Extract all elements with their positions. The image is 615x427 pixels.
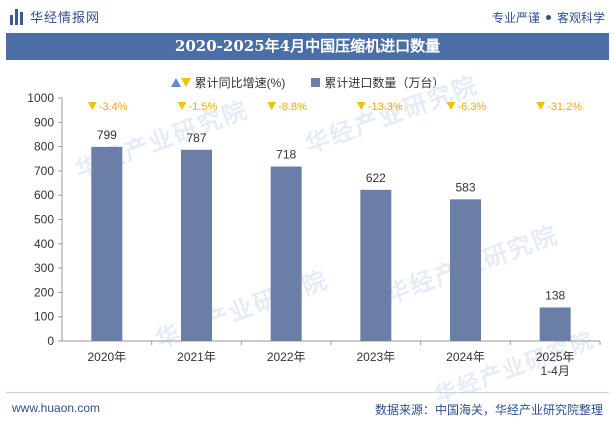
growth-label: -1.5% bbox=[189, 101, 218, 113]
growth-label: -8.8% bbox=[278, 101, 307, 113]
x-tick-label: 1-4月 bbox=[540, 364, 569, 378]
footer-site[interactable]: www.huaon.com bbox=[12, 401, 101, 415]
bar-value-label: 718 bbox=[276, 148, 296, 162]
legend-label-quantity: 累计进口数量（万台） bbox=[324, 76, 445, 90]
y-tick-label: 300 bbox=[34, 261, 54, 275]
growth-marker-icon bbox=[536, 102, 546, 110]
legend-item-quantity: 累计进口数量（万台） bbox=[311, 74, 444, 91]
x-tick-label: 2022年 bbox=[267, 350, 306, 364]
x-tick-label: 2023年 bbox=[356, 350, 395, 364]
bar-chart: 0 100 200 300 400 500 600 700 800 900 1000 799 2020年… bbox=[27, 91, 601, 378]
y-tick-label: 600 bbox=[34, 188, 54, 202]
bar bbox=[450, 199, 481, 341]
footer-source: 数据来源：中国海关，华经产业研究院整理 bbox=[374, 403, 603, 417]
legend-label-growth: 累计同比增速(%) bbox=[194, 76, 286, 90]
bar bbox=[360, 189, 392, 341]
growth-marker-icon bbox=[267, 102, 277, 110]
brand: 华经情报网 bbox=[10, 7, 100, 26]
x-tick-label: 2021年 bbox=[177, 350, 216, 364]
tagline-right: 客观科学 bbox=[556, 11, 605, 25]
top-bar: 华经情报网 专业严谨 客观科学 bbox=[0, 0, 615, 32]
y-tick-label: 900 bbox=[34, 115, 54, 129]
bar bbox=[270, 166, 302, 341]
growth-marker-icon bbox=[356, 102, 366, 110]
bar-value-label: 799 bbox=[97, 128, 117, 142]
bar bbox=[91, 146, 123, 341]
bar bbox=[181, 149, 212, 341]
bar-value-label: 138 bbox=[545, 288, 565, 302]
square-marker-icon bbox=[311, 78, 321, 87]
legend-item-growth: 累计同比增速(%) bbox=[170, 74, 286, 91]
bar bbox=[539, 307, 571, 341]
bar-value-label: 583 bbox=[455, 180, 475, 194]
y-tick-label: 1000 bbox=[27, 91, 54, 105]
chart-title: 2020-2025年4月中国压缩机进口数量 bbox=[6, 33, 609, 60]
y-tick-label: 400 bbox=[34, 237, 54, 251]
brand-logo-icon bbox=[10, 8, 24, 25]
growth-marker-icon bbox=[446, 102, 456, 110]
x-tick-label: 2020年 bbox=[87, 350, 126, 364]
y-tick-label: 200 bbox=[34, 285, 54, 299]
y-tick-label: 800 bbox=[34, 140, 54, 154]
bar-value-label: 622 bbox=[366, 171, 386, 185]
x-tick-label: 2025年 bbox=[536, 350, 575, 364]
dot-separator-icon bbox=[545, 15, 551, 20]
y-tick-label: 700 bbox=[34, 164, 54, 178]
growth-marker-icon bbox=[177, 102, 187, 110]
triangle-marker-icon bbox=[170, 78, 191, 87]
y-tick-label: 0 bbox=[47, 334, 54, 348]
footer-divider bbox=[6, 392, 609, 393]
chart-legend: 累计同比增速(%) 累计进口数量（万台） bbox=[0, 74, 615, 91]
bar-value-label: 787 bbox=[186, 131, 206, 145]
growth-label: -6.3% bbox=[458, 101, 487, 113]
brand-name: 华经情报网 bbox=[30, 10, 101, 25]
x-tick-label: 2024年 bbox=[446, 350, 485, 364]
growth-label: -13.3% bbox=[368, 101, 403, 113]
tagline-left: 专业严谨 bbox=[491, 11, 540, 25]
growth-label: -31.2% bbox=[547, 101, 582, 113]
tagline: 专业严谨 客观科学 bbox=[492, 9, 605, 26]
y-tick-label: 500 bbox=[34, 213, 54, 227]
y-tick-label: 100 bbox=[34, 310, 54, 324]
growth-marker-icon bbox=[87, 102, 97, 110]
growth-label: -3.4% bbox=[99, 101, 128, 113]
